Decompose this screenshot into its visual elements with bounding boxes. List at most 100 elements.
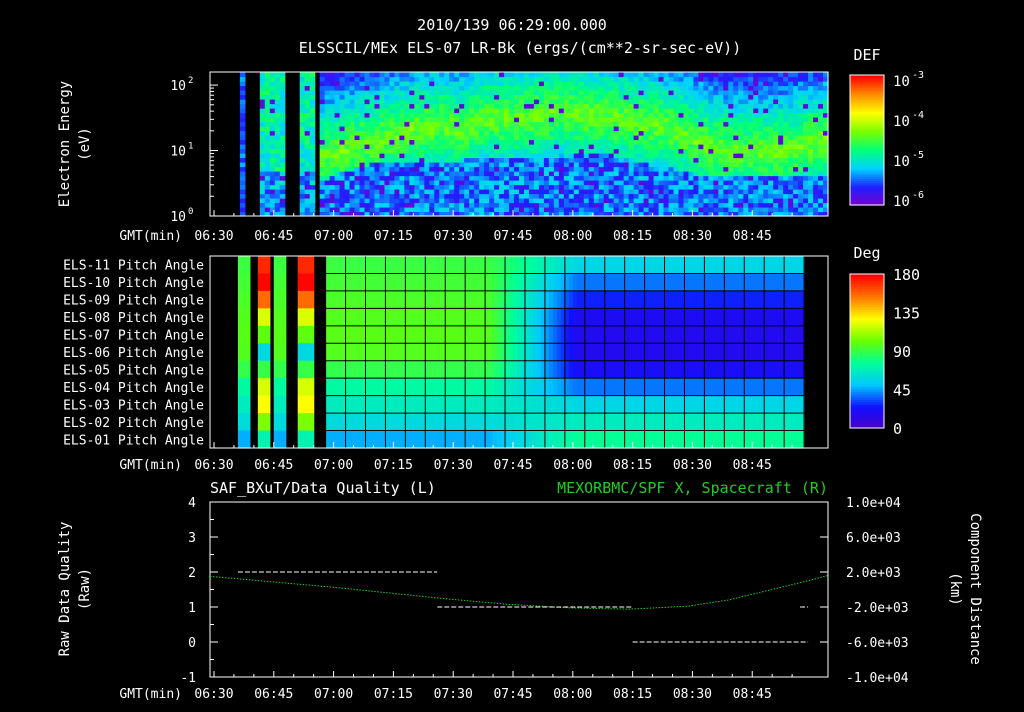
spectrogram-cell	[589, 207, 595, 212]
spectrogram-cell	[798, 81, 804, 86]
spectrogram-cell	[664, 149, 670, 154]
pitch-cell	[597, 326, 602, 344]
spectrogram-cell	[693, 122, 699, 127]
spectrogram-cell	[310, 72, 316, 77]
spectrogram-cell	[693, 207, 699, 212]
spectrogram-cell	[554, 158, 560, 163]
spectrogram-cell	[728, 131, 734, 136]
spectrogram-cell	[524, 117, 530, 122]
spectrogram-cell	[335, 203, 341, 208]
pitch-cell	[665, 343, 670, 361]
pitch-cell	[358, 273, 363, 291]
spectrogram-cell	[788, 90, 794, 95]
spectrogram-cell	[275, 207, 281, 212]
pitch-cell	[278, 273, 283, 291]
spectrogram-cell	[404, 104, 410, 109]
pitch-cell	[549, 291, 554, 309]
pitch-cell	[553, 291, 558, 309]
spectrogram-cell	[644, 140, 650, 145]
pitch-cell	[537, 396, 542, 414]
spectrogram-cell	[310, 90, 316, 95]
spectrogram-cell	[619, 185, 625, 190]
spectrogram-cell	[758, 72, 764, 77]
spectrogram-cell	[718, 176, 724, 181]
pitch-cell	[669, 291, 674, 309]
spectrogram-cell	[384, 104, 390, 109]
spectrogram-cell	[365, 207, 371, 212]
spectrogram-cell	[818, 122, 824, 127]
spectrogram-cell	[519, 162, 525, 167]
spectrogram-cell	[678, 117, 684, 122]
spectrogram-cell	[693, 185, 699, 190]
spectrogram-cell	[454, 113, 460, 118]
spectrogram-cell	[683, 203, 689, 208]
spectrogram-cell	[399, 104, 405, 109]
spectrogram-cell	[654, 81, 660, 86]
spectrogram-cell	[708, 140, 714, 145]
spectrogram-cell	[300, 189, 306, 194]
spectrogram-cell	[713, 198, 719, 203]
spectrogram-cell	[340, 180, 346, 185]
spectrogram-cell	[569, 131, 575, 136]
pitch-cell	[728, 361, 733, 379]
spectrogram-cell	[484, 104, 490, 109]
spectrogram-cell	[654, 153, 660, 158]
spectrogram-cell	[733, 104, 739, 109]
spectrogram-cell	[579, 158, 585, 163]
spectrogram-cell	[693, 144, 699, 149]
spectrogram-cell	[669, 113, 675, 118]
spectrogram-cell	[270, 108, 276, 113]
pitch-cell	[369, 273, 374, 291]
spectrogram-cell	[519, 81, 525, 86]
spectrogram-cell	[748, 203, 754, 208]
spectrogram-cell	[688, 207, 694, 212]
pitch-cell	[676, 343, 681, 361]
spectrogram-cell	[569, 72, 575, 77]
spectrogram-cell	[639, 77, 645, 82]
spectrogram-cell	[649, 176, 655, 181]
spectrogram-cell	[669, 189, 675, 194]
spectrogram-cell	[280, 162, 286, 167]
pitch-cell	[577, 361, 582, 379]
pitch-cell	[597, 378, 602, 396]
spectrogram-cell	[664, 113, 670, 118]
spectrogram-cell	[260, 207, 266, 212]
spectrogram-cell	[604, 99, 610, 104]
pitch-cell	[278, 396, 283, 414]
spectrogram-cell	[275, 185, 281, 190]
spectrogram-cell	[300, 207, 306, 212]
pitch-cell	[242, 308, 247, 326]
pitch-cell	[633, 256, 638, 274]
spectrogram-cell	[464, 90, 470, 95]
spectrogram-cell	[554, 167, 560, 172]
spectrogram-cell	[698, 135, 704, 140]
spectrogram-cell	[509, 122, 515, 127]
spectrogram-cell	[494, 189, 500, 194]
spectrogram-cell	[325, 189, 331, 194]
spectrogram-cell	[504, 162, 510, 167]
spectrogram-cell	[569, 104, 575, 109]
spectrogram-cell	[265, 90, 271, 95]
spectrogram-cell	[649, 108, 655, 113]
spectrogram-cell	[350, 149, 356, 154]
spectrogram-cell	[624, 86, 630, 91]
spectrogram-cell	[340, 189, 346, 194]
spectrogram-cell	[369, 149, 375, 154]
spectrogram-cell	[693, 77, 699, 82]
pitch-cell	[649, 256, 654, 274]
pitch-cell	[469, 378, 474, 396]
spectrogram-cell	[614, 162, 620, 167]
pitch-cell	[637, 291, 642, 309]
pitch-cell	[605, 326, 610, 344]
spectrogram-cell	[340, 135, 346, 140]
spectrogram-cell	[793, 149, 799, 154]
pitch-cell	[684, 291, 689, 309]
spectrogram-cell	[594, 162, 600, 167]
spectrogram-cell	[524, 126, 530, 131]
spectrogram-cell	[579, 117, 585, 122]
spectrogram-cell	[529, 198, 535, 203]
spectrogram-cell	[579, 185, 585, 190]
spectrogram-cell	[798, 113, 804, 118]
spectrogram-cell	[459, 176, 465, 181]
spectrogram-cell	[434, 194, 440, 199]
